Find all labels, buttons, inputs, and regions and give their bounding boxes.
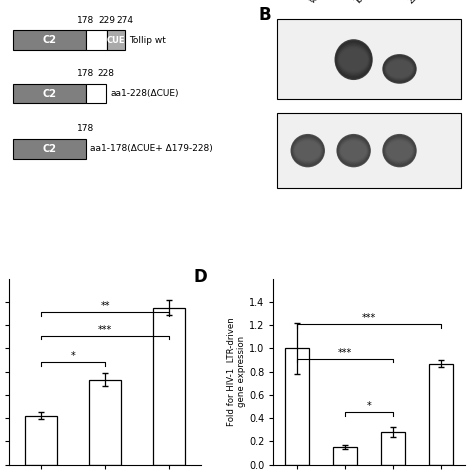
Text: 229: 229: [98, 16, 115, 25]
Ellipse shape: [295, 141, 320, 160]
Y-axis label: Fold for HIV-1  LTR-driven
gene expression: Fold for HIV-1 LTR-driven gene expressio…: [227, 317, 246, 426]
Text: B: B: [258, 6, 271, 24]
Ellipse shape: [291, 134, 325, 167]
Ellipse shape: [292, 137, 323, 164]
Bar: [13, 83, 86, 103]
Text: 228: 228: [98, 69, 115, 78]
Ellipse shape: [292, 136, 324, 165]
Bar: [26, 416, 57, 465]
Text: D: D: [193, 268, 207, 286]
Ellipse shape: [383, 56, 415, 82]
Ellipse shape: [341, 141, 366, 160]
Text: Tollip: Tollip: [354, 0, 374, 6]
Text: *: *: [366, 401, 371, 411]
Bar: [277, 113, 461, 188]
Text: 274: 274: [117, 16, 134, 25]
Bar: [428, 364, 453, 465]
Ellipse shape: [340, 139, 368, 162]
Bar: [86, 83, 106, 103]
Ellipse shape: [383, 134, 417, 167]
Ellipse shape: [335, 40, 372, 79]
Ellipse shape: [337, 43, 371, 76]
Text: aa1-178(ΔCUE+ Δ179-228): aa1-178(ΔCUE+ Δ179-228): [90, 144, 213, 153]
Text: ***: ***: [98, 325, 112, 335]
Ellipse shape: [387, 141, 412, 160]
Ellipse shape: [384, 57, 415, 81]
Ellipse shape: [294, 139, 322, 162]
Ellipse shape: [385, 58, 414, 80]
Ellipse shape: [339, 47, 368, 73]
Ellipse shape: [339, 48, 368, 71]
Text: Tollip wt: Tollip wt: [129, 36, 166, 45]
Text: ***: ***: [362, 313, 376, 323]
Text: 178: 178: [77, 16, 94, 25]
Bar: [153, 308, 185, 465]
Ellipse shape: [338, 137, 369, 164]
Bar: [333, 447, 357, 465]
Bar: [381, 432, 405, 465]
Text: ***: ***: [338, 348, 352, 358]
Ellipse shape: [294, 140, 321, 161]
Text: aa1-228(ΔCUE): aa1-228(ΔCUE): [110, 89, 179, 98]
Ellipse shape: [337, 44, 370, 75]
Ellipse shape: [291, 135, 324, 166]
Ellipse shape: [335, 39, 373, 80]
Ellipse shape: [385, 139, 413, 162]
Text: *: *: [71, 351, 75, 361]
Text: C2: C2: [42, 144, 56, 154]
Text: 178: 178: [77, 124, 94, 133]
Ellipse shape: [340, 140, 367, 161]
Ellipse shape: [336, 42, 371, 78]
Bar: [13, 139, 86, 159]
Ellipse shape: [337, 134, 371, 167]
Ellipse shape: [337, 135, 370, 166]
Bar: [13, 30, 86, 50]
Bar: [107, 30, 125, 50]
Ellipse shape: [383, 54, 417, 84]
Text: Vector: Vector: [308, 0, 331, 6]
Text: **: **: [100, 301, 110, 311]
Ellipse shape: [385, 138, 414, 163]
Ellipse shape: [383, 135, 416, 166]
Text: C2: C2: [42, 36, 56, 46]
Ellipse shape: [386, 60, 413, 78]
Text: 178: 178: [77, 69, 94, 78]
Ellipse shape: [339, 138, 368, 163]
Text: aa1-
228: aa1- 228: [400, 0, 425, 6]
Ellipse shape: [384, 137, 415, 164]
Ellipse shape: [383, 55, 416, 83]
Ellipse shape: [387, 61, 412, 77]
Ellipse shape: [385, 59, 413, 79]
Text: CUE: CUE: [107, 36, 125, 45]
Bar: [277, 19, 461, 99]
Ellipse shape: [338, 46, 369, 73]
Bar: [285, 348, 309, 465]
Ellipse shape: [337, 136, 370, 165]
Ellipse shape: [383, 136, 415, 165]
Text: C2: C2: [42, 89, 56, 99]
Ellipse shape: [386, 140, 413, 161]
Ellipse shape: [293, 138, 322, 163]
Bar: [89, 380, 121, 465]
Bar: [86, 30, 107, 50]
